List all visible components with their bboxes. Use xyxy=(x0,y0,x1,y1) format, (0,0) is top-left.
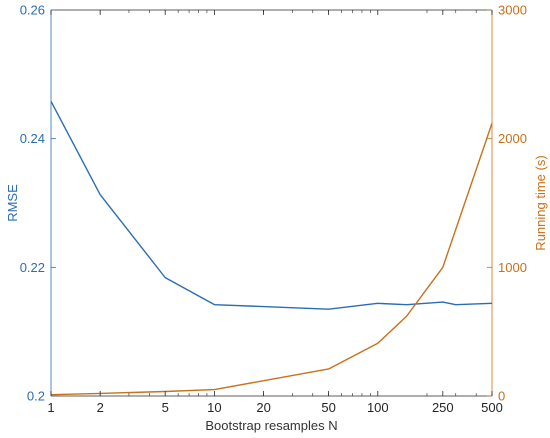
x-tick-label: 20 xyxy=(256,400,270,415)
y-right-tick-label: 0 xyxy=(498,389,505,404)
x-tick-label: 500 xyxy=(481,400,503,415)
y-left-tick-label: 0.22 xyxy=(20,260,45,275)
y-left-tick-label: 0.24 xyxy=(20,131,45,146)
x-tick-label: 10 xyxy=(207,400,221,415)
y-left-tick-label: 0.2 xyxy=(27,389,45,404)
y-left-tick-label: 0.26 xyxy=(20,3,45,18)
y-right-tick-label: 3000 xyxy=(498,3,527,18)
series-layer xyxy=(50,101,493,396)
x-tick-label: 50 xyxy=(321,400,335,415)
plot-area xyxy=(50,9,493,397)
x-tick-label: 100 xyxy=(367,400,389,415)
running-time-series-line xyxy=(50,123,493,396)
x-tick-label: 5 xyxy=(162,400,169,415)
y-axis-right-label: Running time (s) xyxy=(533,155,548,250)
x-tick-label: 2 xyxy=(97,400,104,415)
x-tick-label: 250 xyxy=(432,400,454,415)
y-right-tick-label: 1000 xyxy=(498,260,527,275)
x-axis-label: Bootstrap resamples N xyxy=(205,418,337,433)
rmse-series-line xyxy=(50,101,493,310)
x-tick-label: 1 xyxy=(47,400,54,415)
y-right-tick-label: 2000 xyxy=(498,131,527,146)
ticks-layer: 1 2 5 10 20 50 100 250 500 0.2 0.22 0.24 0.26 0 1000 20… xyxy=(20,3,527,416)
y-axis-left-label: RMSE xyxy=(5,184,20,222)
